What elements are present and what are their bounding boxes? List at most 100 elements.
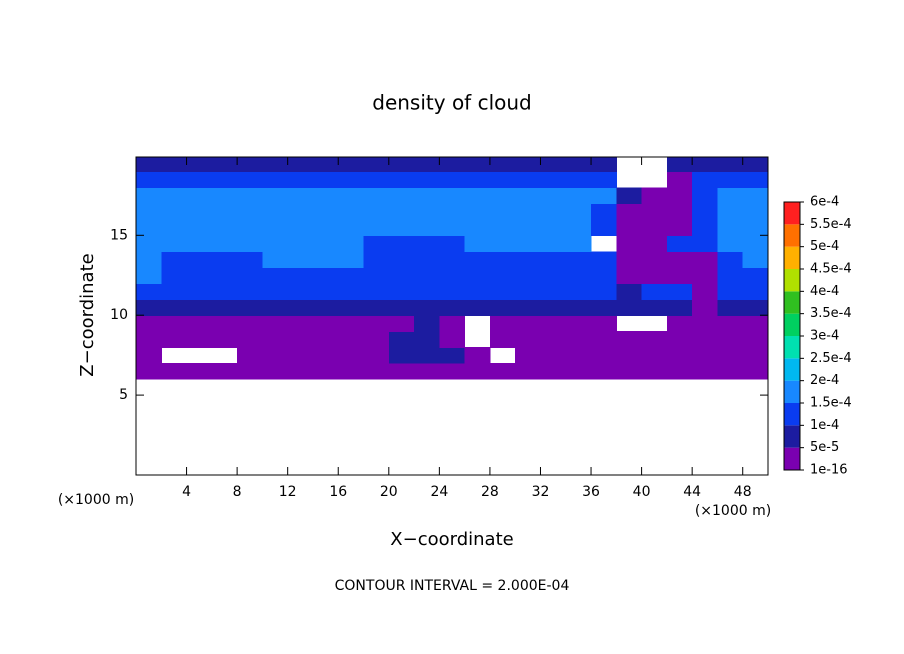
contour-cell: [136, 299, 162, 316]
contour-cell: [439, 363, 466, 380]
contour-cell: [742, 187, 769, 204]
footnote: CONTOUR INTERVAL = 2.000E-04: [335, 578, 570, 594]
contour-cell: [489, 219, 516, 236]
x-tick-label: 48: [734, 484, 752, 500]
contour-cell: [388, 157, 415, 172]
contour-cell: [464, 267, 491, 284]
contour-cell: [262, 331, 289, 348]
contour-cell: [262, 347, 289, 364]
contour-cell: [338, 171, 365, 188]
contour-cell: [414, 171, 440, 188]
contour-cell: [262, 219, 289, 236]
contour-cell: [388, 219, 415, 236]
contour-cell: [439, 267, 466, 284]
contour-cell: [439, 171, 466, 188]
contour-cell: [338, 235, 365, 252]
contour-cell: [439, 299, 466, 316]
y-axis-label: Z−coordinate: [77, 253, 98, 376]
contour-cell: [211, 315, 238, 332]
contour-cell: [363, 203, 390, 220]
colorbar-swatch: [784, 224, 800, 247]
colorbar-swatch: [784, 380, 800, 403]
contour-cell: [338, 251, 365, 268]
contour-cell: [616, 283, 643, 300]
contour-cell: [363, 235, 390, 252]
contour-cell: [414, 203, 440, 220]
contour-cell: [262, 315, 289, 332]
contour-cell: [616, 235, 643, 252]
contour-cell: [540, 251, 567, 268]
contour-cell: [717, 315, 744, 332]
contour-cell: [161, 157, 188, 172]
contour-cell: [312, 267, 339, 284]
contour-cell: [692, 267, 719, 284]
x-tick-label: 24: [430, 484, 448, 500]
contour-cell: [439, 219, 466, 236]
contour-cell: [388, 315, 415, 332]
contour-cell: [591, 187, 617, 204]
contour-cell: [717, 251, 744, 268]
contour-cell: [565, 315, 592, 332]
contour-cell: [211, 251, 238, 268]
contour-cell: [464, 363, 491, 380]
colorbar-label: 5.5e-4: [810, 217, 852, 232]
contour-cell: [439, 347, 466, 364]
colorbar-label: 2.5e-4: [810, 351, 852, 366]
contour-cell: [742, 315, 769, 332]
contour-cell: [262, 267, 289, 284]
contour-cell: [641, 347, 668, 364]
contour-cell: [666, 171, 693, 188]
contour-cell: [641, 331, 668, 348]
contour-cell: [287, 283, 314, 300]
contour-cell: [211, 235, 238, 252]
colorbar-label: 1.5e-4: [810, 396, 852, 411]
contour-cell: [666, 363, 693, 380]
colorbar-swatch: [784, 447, 800, 470]
contour-cell: [388, 171, 415, 188]
contour-cell: [464, 283, 491, 300]
contour-cell: [565, 187, 592, 204]
contour-cell: [211, 267, 238, 284]
contour-cell: [414, 219, 440, 236]
contour-cell: [388, 283, 415, 300]
contour-cell: [161, 187, 188, 204]
contour-cell: [717, 283, 744, 300]
contour-cell: [540, 203, 567, 220]
contour-cell: [742, 347, 769, 364]
contour-cell: [136, 251, 162, 268]
colorbar-swatch: [784, 269, 800, 292]
contour-cell: [388, 251, 415, 268]
contour-cell: [641, 187, 668, 204]
contour-cell: [211, 171, 238, 188]
contour-cell: [414, 315, 440, 332]
contour-cell: [388, 187, 415, 204]
contour-cell: [515, 315, 542, 332]
contour-cell: [186, 315, 213, 332]
y-tick-label: 15: [110, 227, 128, 243]
contour-cell: [262, 171, 289, 188]
contour-cell: [414, 251, 440, 268]
contour-cell: [388, 299, 415, 316]
contour-cell: [211, 331, 238, 348]
contour-cell: [464, 347, 491, 364]
contour-cell: [565, 331, 592, 348]
contour-cell: [692, 219, 719, 236]
contour-cell: [312, 283, 339, 300]
contour-cell: [439, 157, 466, 172]
contour-cell: [338, 315, 365, 332]
contour-cell: [363, 171, 390, 188]
contour-cell: [186, 251, 213, 268]
contour-cell: [717, 187, 744, 204]
contour-cell: [186, 171, 213, 188]
contour-cell: [666, 187, 693, 204]
contour-cell: [136, 363, 162, 380]
contour-cell: [312, 235, 339, 252]
contour-cell: [591, 267, 617, 284]
contour-cell: [616, 267, 643, 284]
contour-cell: [616, 363, 643, 380]
contour-cell: [262, 363, 289, 380]
contour-cell: [666, 299, 693, 316]
x-tick-label: 4: [182, 484, 191, 500]
contour-cell: [515, 171, 542, 188]
x-tick-label: 36: [582, 484, 600, 500]
